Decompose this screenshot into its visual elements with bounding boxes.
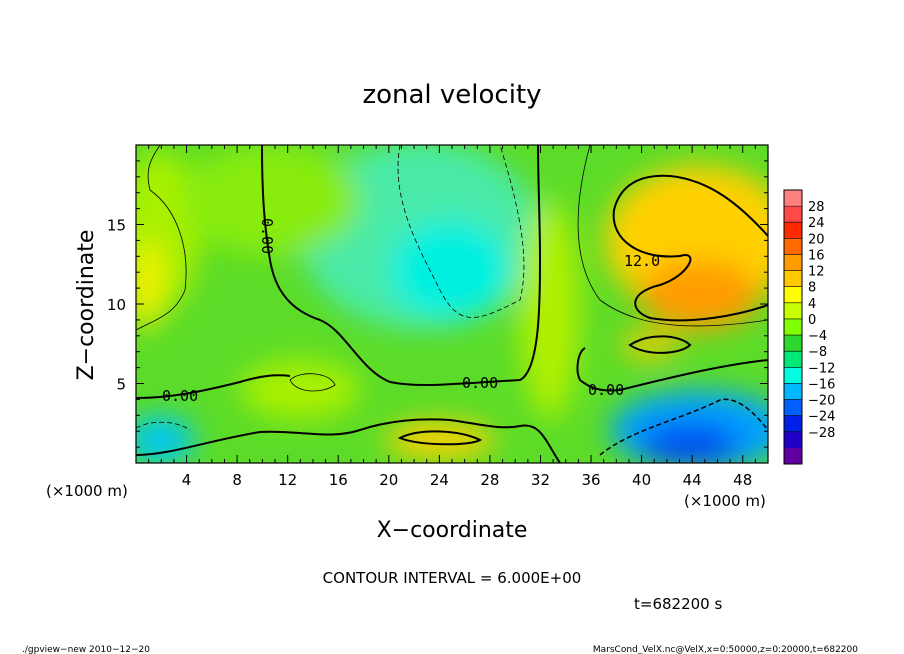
contour-neg-six-c xyxy=(136,421,191,431)
contour-six-a xyxy=(136,145,187,331)
colorbar-swatch xyxy=(784,190,802,207)
contour-label: 0.00 xyxy=(462,374,498,392)
colorbar-tick-label: −8 xyxy=(808,345,827,360)
contour-neg-six-a xyxy=(397,145,525,318)
contour-twelve-lower xyxy=(628,335,692,354)
colorbar-frame xyxy=(783,189,803,465)
x-tick-label: 48 xyxy=(733,471,752,489)
x-unit-left: (×1000 m) xyxy=(46,482,128,500)
time-text: t=682200 s xyxy=(634,595,722,613)
colorbar-tick-label: 12 xyxy=(808,265,825,280)
colorbar-swatch xyxy=(784,302,802,320)
contour-six-b xyxy=(577,145,768,327)
x-tick-label: 12 xyxy=(278,471,297,489)
x-tick-label: 16 xyxy=(329,471,348,489)
x-tick-label: 24 xyxy=(430,471,449,489)
colorbar-tick-label: 16 xyxy=(808,248,825,263)
footer-left: ./gpview−new 2010−12−20 xyxy=(22,645,150,654)
contour-interval-text: CONTOUR INTERVAL = 6.000E+00 xyxy=(323,569,582,587)
colorbar-swatch xyxy=(784,383,802,400)
contour-label: 0.00 xyxy=(258,218,276,254)
contour-neg-six-b xyxy=(599,398,768,456)
x-tick-label: 28 xyxy=(480,471,499,489)
colorbar-tick-label: 4 xyxy=(808,297,816,312)
x-unit-right: (×1000 m) xyxy=(684,492,766,510)
footer-right: MarsCond_VelX.nc@VelX,x=0:50000,z=0:2000… xyxy=(593,645,858,654)
x-tick-label: 40 xyxy=(632,471,651,489)
contour-twelve-upper xyxy=(612,174,768,322)
colorbar-tick-label: −16 xyxy=(808,377,835,392)
x-axis: 4 8 12 16 20 24 28 32 36 40 44 48 xyxy=(148,145,756,489)
contour-zero-upper xyxy=(261,145,542,387)
x-tick-label: 32 xyxy=(531,471,550,489)
contour-zero-right xyxy=(576,347,768,392)
colorbar-swatch xyxy=(784,335,802,352)
colorbar-tick-label: 28 xyxy=(808,200,825,215)
colorbar-swatch xyxy=(784,222,802,239)
colorbar-swatch xyxy=(784,431,802,449)
contour-labels: 0.00 0.00 0.00 0.00 12.0 xyxy=(162,218,660,405)
x-tick-label: 20 xyxy=(379,471,398,489)
colorbar-tick-label: 8 xyxy=(808,281,816,296)
colorbar-swatch xyxy=(784,415,802,433)
colorbar-swatch xyxy=(784,367,802,384)
colorbar-swatch xyxy=(784,286,802,304)
y-axis-label: Z−coordinate xyxy=(74,230,99,381)
chart-title: zonal velocity xyxy=(362,80,541,110)
x-tick-label: 8 xyxy=(232,471,242,489)
colorbar-swatch xyxy=(784,318,802,336)
colorbar-swatch xyxy=(784,254,802,271)
colorbar-swatch xyxy=(784,206,802,223)
colorbar-tick-label: −12 xyxy=(808,361,835,376)
colorbar-swatch xyxy=(784,447,802,465)
contour-label: 12.0 xyxy=(624,252,660,270)
colorbar-tick-label: 24 xyxy=(808,216,825,231)
contour-twelve-bottom xyxy=(397,430,483,446)
y-tick-label: 5 xyxy=(116,376,126,394)
y-tick-label: 10 xyxy=(107,296,126,314)
colorbar-tick-label: −4 xyxy=(808,329,827,344)
y-tick-label: 15 xyxy=(107,217,126,235)
x-tick-label: 44 xyxy=(683,471,702,489)
contour-zero-left xyxy=(136,374,291,399)
colorbar-swatch xyxy=(784,238,802,255)
colorbar-tick-label: 20 xyxy=(808,232,825,247)
colorbar-tick-label: −28 xyxy=(808,426,835,441)
colorbar-swatch xyxy=(784,399,802,416)
x-tick-label: 4 xyxy=(182,471,192,489)
colorbar-tick-label: 0 xyxy=(808,313,816,328)
contour-label: 0.00 xyxy=(588,381,624,399)
contour-label: 0.00 xyxy=(162,387,198,405)
contour-six-c xyxy=(289,373,336,392)
colorbar-tick-label: −24 xyxy=(808,410,835,425)
contour-zero-bottom xyxy=(136,418,561,463)
x-axis-label: X−coordinate xyxy=(377,518,528,543)
colorbar-swatch xyxy=(784,351,802,368)
colorbar-swatch xyxy=(784,270,802,288)
colorbar-tick-label: −20 xyxy=(808,394,835,409)
x-tick-label: 36 xyxy=(581,471,600,489)
plot-area xyxy=(136,145,768,463)
y-axis: 5 10 15 xyxy=(107,160,768,448)
